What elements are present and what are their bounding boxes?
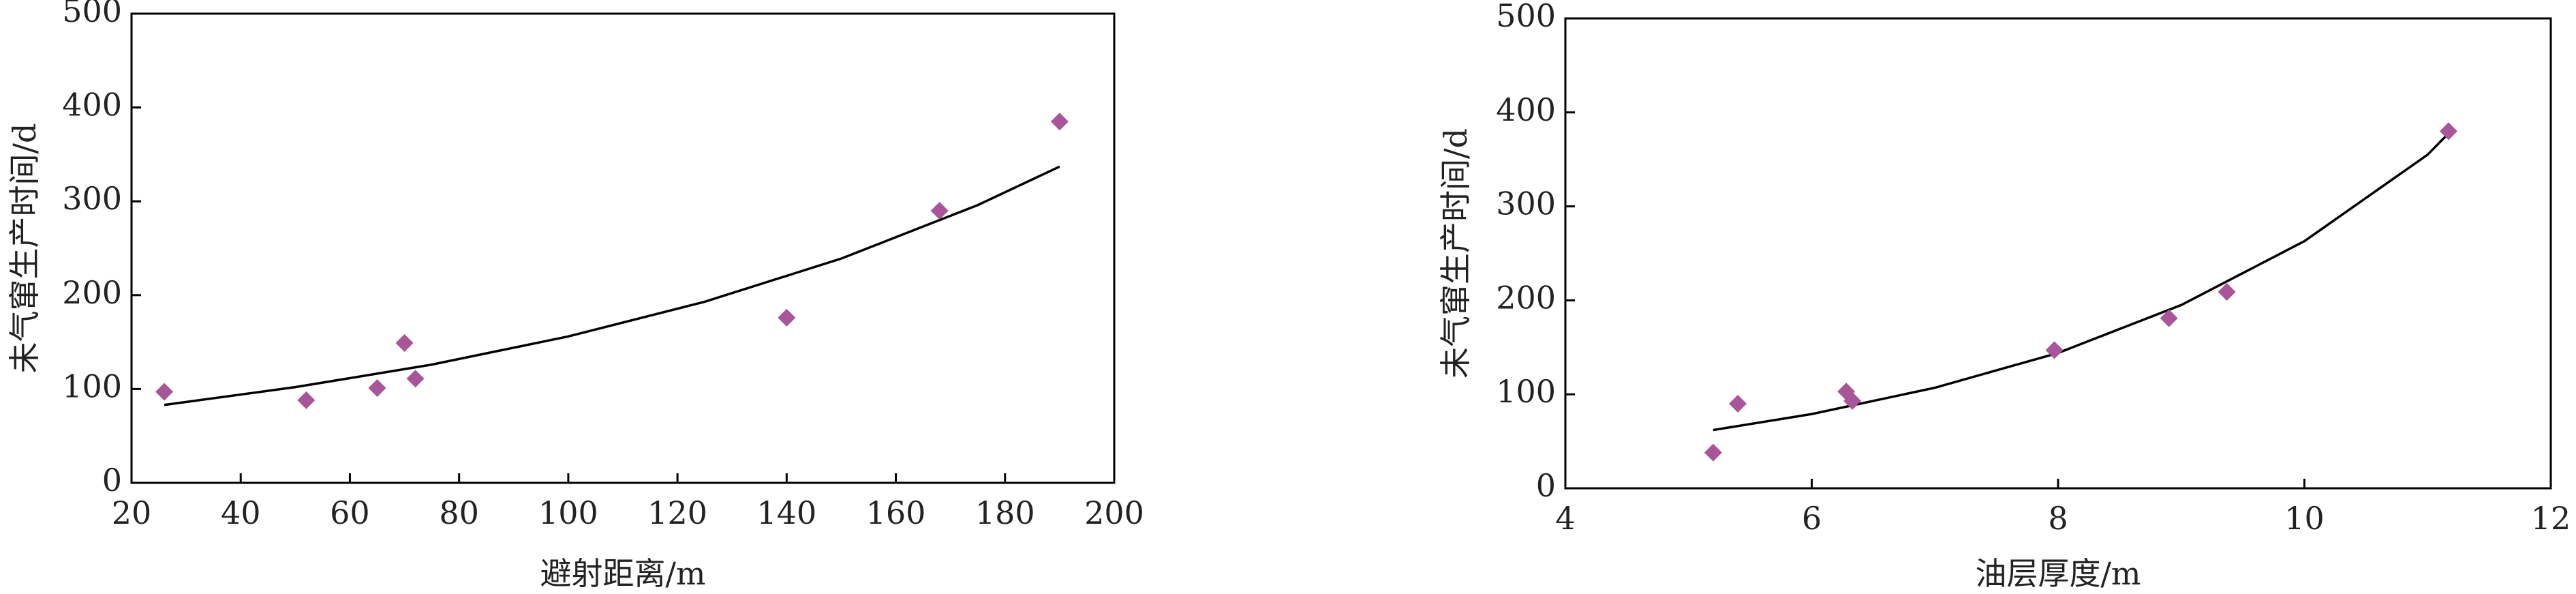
y-tick-label: 500 — [1496, 0, 1556, 34]
data-point — [1704, 443, 1722, 462]
x-tick-label: 160 — [866, 494, 926, 531]
y-axis-label: 未气窜生产时间/d — [6, 123, 43, 374]
plot-frame — [1564, 17, 2552, 490]
x-tick-label: 6 — [1802, 500, 1822, 537]
y-tick-label: 500 — [62, 0, 122, 29]
x-tick-label: 80 — [439, 494, 479, 531]
x-axis-label: 油层厚度/m — [1975, 555, 2141, 592]
y-tick-label: 400 — [62, 87, 122, 123]
x-tick-label: 200 — [1084, 494, 1144, 531]
plot-frame — [130, 12, 1116, 484]
data-point — [406, 370, 425, 388]
data-point — [2439, 122, 2457, 140]
x-tick-label: 180 — [975, 494, 1035, 531]
data-point — [930, 201, 949, 220]
x-tick-label: 40 — [221, 494, 261, 531]
y-tick-label: 200 — [1496, 279, 1556, 316]
y-tick-label: 0 — [102, 462, 122, 499]
trend-line — [164, 165, 1060, 406]
y-tick-label: 100 — [1496, 373, 1556, 410]
x-tick-label: 12 — [2531, 500, 2571, 537]
y-tick-label: 400 — [1496, 91, 1556, 128]
data-point — [297, 391, 316, 409]
x-tick-label: 20 — [112, 494, 152, 531]
x-tick-label: 8 — [2048, 500, 2068, 537]
x-tick-label: 10 — [2284, 500, 2325, 537]
x-axis-label: 避射距离/m — [540, 555, 705, 592]
y-tick-label: 200 — [62, 274, 122, 311]
trend-line — [1713, 135, 2447, 432]
data-point — [2160, 309, 2178, 327]
x-tick-label: 120 — [647, 494, 707, 531]
y-tick-label: 100 — [62, 368, 122, 404]
x-tick-label: 4 — [1555, 500, 1575, 537]
data-point — [368, 379, 386, 398]
y-tick-label: 300 — [62, 180, 122, 217]
data-point — [155, 383, 174, 401]
data-point — [1729, 394, 1747, 413]
x-tick-label: 60 — [330, 494, 370, 531]
x-tick-label: 140 — [756, 494, 816, 531]
data-point — [1050, 113, 1069, 131]
data-point — [2045, 341, 2064, 359]
y-tick-label: 0 — [1536, 467, 1556, 504]
data-point — [1843, 391, 1862, 410]
data-point — [2218, 282, 2236, 301]
y-tick-label: 300 — [1496, 185, 1556, 222]
data-point — [778, 308, 796, 327]
y-axis-label: 未气窜生产时间/d — [1437, 128, 1474, 378]
data-point — [395, 333, 414, 352]
x-tick-label: 100 — [538, 494, 598, 531]
